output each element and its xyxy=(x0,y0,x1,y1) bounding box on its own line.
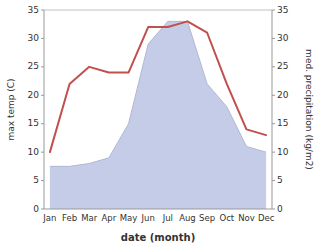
x-axis-title: date (month) xyxy=(121,232,195,243)
tick-label: Dec xyxy=(258,213,275,223)
tick xyxy=(41,152,44,153)
tick-label: Sep xyxy=(199,213,215,223)
tick-label: 10 xyxy=(277,147,289,157)
tick xyxy=(272,95,275,96)
area-edge xyxy=(50,21,266,166)
tick-label: Jun xyxy=(141,213,155,223)
tick xyxy=(272,209,275,210)
axes: 0 5 10 15 20 25 30 35 0 5 10 15 20 25 30 35 Jan Feb Mar Apr… xyxy=(28,5,289,224)
tick-label: May xyxy=(120,213,138,223)
tick-label: 0 xyxy=(277,204,283,214)
tick-label: Jan xyxy=(42,213,56,223)
tick-label: Apr xyxy=(102,213,117,223)
tick-label: Jul xyxy=(162,213,173,223)
chart: 0 5 10 15 20 25 30 35 0 5 10 15 20 25 30 35 Jan Feb Mar Apr… xyxy=(0,0,318,247)
tick xyxy=(41,209,44,210)
axis-line-right xyxy=(272,10,273,209)
tick xyxy=(272,66,275,67)
tick xyxy=(41,180,44,181)
marks xyxy=(50,21,266,209)
tick-label: 0 xyxy=(33,204,39,214)
tick-label: Nov xyxy=(238,213,255,223)
tick xyxy=(272,38,275,39)
tick-label: Feb xyxy=(62,213,77,223)
axis-line-left xyxy=(44,10,45,209)
area xyxy=(50,21,266,209)
tick-label: 30 xyxy=(28,33,40,43)
tick-label: 20 xyxy=(28,90,40,100)
tick xyxy=(41,10,44,11)
tick-label: 35 xyxy=(28,5,39,15)
tick xyxy=(272,10,275,11)
tick xyxy=(272,152,275,153)
tick-label: 5 xyxy=(277,175,283,185)
tick-label: 25 xyxy=(277,61,288,71)
tick-label: 10 xyxy=(28,147,40,157)
tick-label: 20 xyxy=(277,90,289,100)
y-axis-title: max temp (C) xyxy=(6,78,16,140)
tick-label: 30 xyxy=(277,33,289,43)
tick xyxy=(41,123,44,124)
y2-axis-title: med. precipitation (kg/m2) xyxy=(304,49,314,170)
tick xyxy=(41,66,44,67)
tick-label: Mar xyxy=(81,213,98,223)
tick-label: 25 xyxy=(28,61,39,71)
line xyxy=(50,21,266,152)
tick-label: Aug xyxy=(179,213,196,223)
axis-line-top xyxy=(44,10,272,11)
tick-label: 15 xyxy=(277,118,288,128)
tick-label: Oct xyxy=(219,213,234,223)
tick xyxy=(272,123,275,124)
tick xyxy=(272,180,275,181)
tick xyxy=(41,95,44,96)
tick-label: 5 xyxy=(33,175,39,185)
tick-label: 35 xyxy=(277,5,288,15)
axis-line-bottom xyxy=(44,209,272,210)
tick xyxy=(41,38,44,39)
tick-label: 15 xyxy=(28,118,39,128)
